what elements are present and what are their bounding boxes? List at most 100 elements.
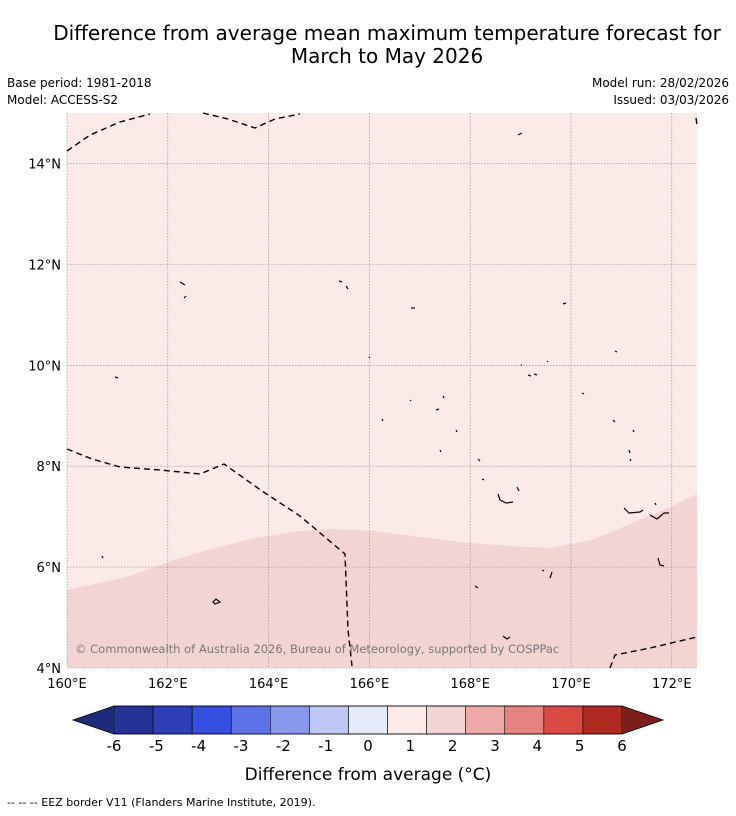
island-outline: [517, 132, 523, 136]
island-outline: [497, 493, 514, 504]
longitude-tick-label: 170°E: [551, 677, 591, 692]
colorbar-segment: [152, 705, 193, 735]
eez-border-south-east: [609, 636, 698, 669]
eez-border-north: [202, 112, 301, 129]
island-outline: [541, 569, 553, 579]
colorbar-tick-label: 6: [617, 737, 627, 755]
island-outline: [368, 356, 371, 359]
colorbar-tick-label: 0: [363, 737, 373, 755]
title-line-2: March to May 2026: [290, 44, 484, 68]
island-outline: [612, 419, 635, 433]
island-outline: [212, 598, 222, 605]
island-outline: [481, 478, 485, 481]
colorbar-segment: [543, 705, 584, 735]
island-outline: [101, 555, 104, 559]
island-outline: [521, 360, 549, 366]
island-outline: [338, 280, 349, 290]
island-outline: [562, 302, 567, 305]
longitude-tick-label: 162°E: [148, 677, 188, 692]
colorbar-tick-label: 3: [490, 737, 500, 755]
model-name: Model: ACCESS-S2: [7, 93, 119, 107]
colorbar-under-arrow: [73, 706, 114, 734]
eez-border-north-east: [695, 117, 698, 126]
island-outline: [614, 350, 618, 353]
latitude-tick-label: 12°N: [28, 258, 61, 273]
base-period: Base period: 1981-2018: [7, 76, 152, 90]
longitude-tick-label: 160°E: [47, 677, 87, 692]
colorbar-outline: [71, 705, 665, 735]
colorbar-tick-label: 2: [448, 737, 458, 755]
colorbar-tick-label: -6: [107, 737, 122, 755]
island-outline: [439, 449, 442, 453]
chart-title: Difference from average mean maximum tem…: [0, 22, 736, 68]
island-outline: [623, 507, 644, 514]
island-outline: [179, 281, 186, 286]
colorbar-segment: [504, 705, 545, 735]
colorbar-segment: [309, 705, 349, 735]
latitude-tick-label: 14°N: [28, 157, 61, 172]
island-outline: [474, 585, 479, 589]
anomaly-region-1-to-2: [67, 494, 697, 668]
island-outline: [477, 458, 481, 462]
colorbar-tick-label: -1: [318, 737, 333, 755]
island-outline: [649, 512, 669, 520]
colorbar-tick-label: -3: [234, 737, 249, 755]
island-outline: [381, 418, 384, 422]
latitude-tick-label: 6°N: [37, 561, 62, 576]
colorbar-segment: [270, 705, 310, 735]
eez-footnote: -- -- -- EEZ border V11 (Flanders Marine…: [7, 796, 316, 809]
island-outline: [409, 399, 412, 402]
colorbar-segment: [191, 705, 232, 735]
latitude-tick-label: 4°N: [37, 662, 62, 677]
colorbar-segment: [230, 705, 271, 735]
latitude-tick-label: 8°N: [37, 460, 62, 475]
eez-border-west: [66, 448, 353, 667]
colorbar-segment: [426, 705, 466, 735]
colorbar-tick-label: 1: [406, 737, 416, 755]
colorbar: -6 -5 -4 -3 -2 -1 0 1 2 3 4 5 6 Difference from aver…: [71, 705, 665, 785]
longitude-tick-label: 168°E: [450, 677, 490, 692]
longitude-tick-label: 172°E: [652, 677, 692, 692]
island-outline: [628, 449, 632, 462]
island-outline: [455, 429, 458, 433]
island-outline: [442, 395, 445, 399]
colorbar-tick-label: 5: [575, 737, 585, 755]
longitude-tick-label: 164°E: [249, 677, 289, 692]
colorbar-segment: [113, 705, 154, 735]
metadata-left: Base period: 1981-2018 Model: ACCESS-S2: [7, 75, 152, 109]
latitude-tick-labels: 4°N 6°N 8°N 10°N 12°N 14°N: [28, 157, 61, 677]
longitude-tick-labels: 160°E 162°E 164°E 166°E 168°E 170°E 172°E: [47, 677, 691, 692]
island-outline: [114, 376, 119, 379]
island-outline: [654, 502, 657, 506]
eez-borders: [66, 112, 698, 669]
longitude-tick-label: 166°E: [350, 677, 390, 692]
latitude-tick-label: 10°N: [28, 359, 61, 374]
issued-date: Issued: 03/03/2026: [613, 93, 729, 107]
colorbar-tick-label: -5: [149, 737, 164, 755]
colorbar-segment: [465, 705, 506, 735]
colorbar-segment: [348, 705, 388, 735]
island-outline: [581, 392, 585, 395]
model-run: Model run: 28/02/2026: [591, 76, 729, 90]
colorbar-tick-label: -2: [276, 737, 291, 755]
island-outline: [435, 408, 440, 411]
colorbar-segments: [113, 705, 623, 735]
gridlines: [66, 113, 697, 669]
copyright-notice: © Commonwealth of Australia 2026, Bureau…: [75, 642, 559, 656]
colorbar-tick-labels: -6 -5 -4 -3 -2 -1 0 1 2 3 4 5 6: [107, 737, 627, 755]
colorbar-label: Difference from average (°C): [245, 765, 492, 785]
metadata-right: Model run: 28/02/2026 Issued: 03/03/2026: [592, 75, 729, 109]
island-outline: [183, 295, 187, 299]
island-outline: [657, 557, 665, 567]
colorbar-segment: [582, 705, 623, 735]
islands: [101, 132, 669, 640]
island-outline: [516, 486, 520, 492]
island-outline: [527, 373, 538, 377]
map-area: © Commonwealth of Australia 2026, Bureau…: [66, 112, 698, 669]
colorbar-over-arrow: [622, 706, 663, 734]
eez-border-north-west: [66, 113, 151, 152]
colorbar-tick-label: -4: [191, 737, 206, 755]
island-outline: [502, 635, 511, 640]
colorbar-tick-label: 4: [533, 737, 543, 755]
